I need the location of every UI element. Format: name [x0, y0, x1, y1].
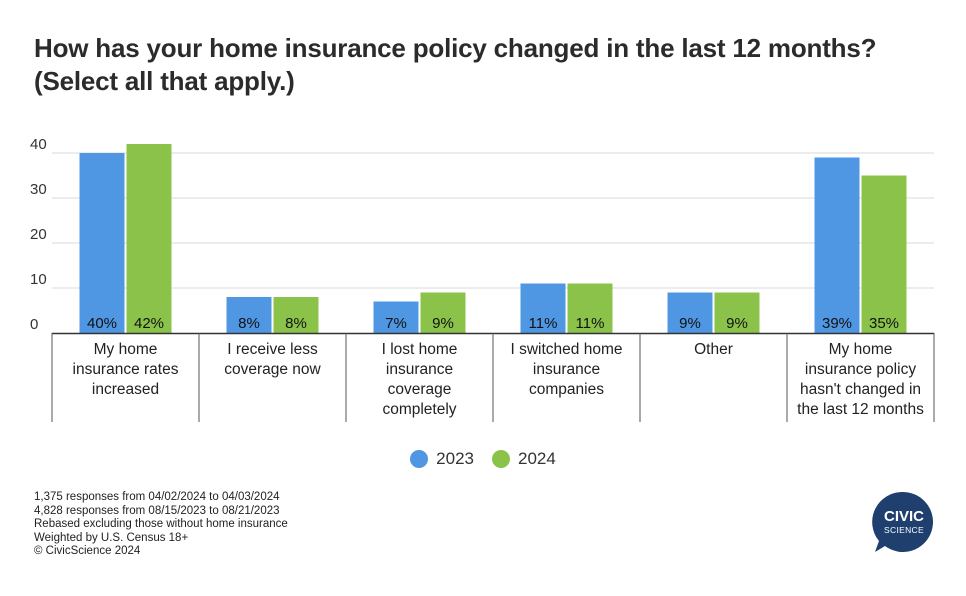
bar-2023 — [814, 157, 860, 333]
x-tick-label: I switched home insurance companies — [511, 341, 623, 398]
x-tick-label: Other — [694, 341, 733, 358]
data-label: 7% — [385, 315, 407, 332]
footnote-line: Rebased excluding those without home ins… — [34, 518, 288, 531]
bar-chart: 0 10 20 30 40 40% 8% 7% 11% 9% 39% 42% 8% 9% 11% 9% 35% M… — [30, 136, 935, 422]
legend-swatch-2023 — [410, 450, 429, 468]
footnote-line: 1,375 responses from 04/02/2024 to 04/03… — [34, 491, 280, 503]
x-tick-label: I lost home insurance coverage completely — [382, 341, 458, 418]
bar-2023 — [667, 292, 713, 333]
data-label: 39% — [822, 315, 852, 332]
x-tick-label: My home insurance rates increased — [73, 341, 179, 398]
data-label: 42% — [134, 315, 164, 332]
y-tick-label: 30 — [30, 181, 47, 198]
data-label: 11% — [576, 315, 605, 332]
data-label: 8% — [285, 315, 307, 332]
data-label: 9% — [726, 315, 748, 332]
footnote-line: Weighted by U.S. Census 18+ — [34, 531, 189, 544]
footnote-line: 4,828 responses from 08/15/2023 to 08/21… — [34, 504, 280, 517]
bar-2024 — [126, 144, 172, 333]
data-label: 11% — [529, 315, 558, 332]
bar-2023 — [79, 153, 125, 333]
y-tick-label: 20 — [30, 226, 47, 243]
data-label: 8% — [238, 315, 260, 332]
legend-label-2023: 2023 — [436, 449, 474, 468]
legend-item-2024[interactable]: 2024 — [492, 449, 556, 469]
logo-text-civic: CIVIC — [884, 508, 924, 525]
data-label: 9% — [432, 315, 454, 332]
chart-title: How has your home insurance policy chang… — [34, 33, 877, 96]
logo-text-science: SCIENCE — [884, 525, 924, 535]
footnotes: 1,375 responses from 04/02/2024 to 04/03… — [34, 491, 288, 559]
bar-2023 — [520, 283, 566, 333]
data-label: 9% — [679, 315, 701, 332]
speech-bubble-icon — [872, 491, 933, 552]
data-label: 35% — [869, 315, 899, 332]
legend-label-2024: 2024 — [518, 449, 556, 468]
legend-swatch-2024 — [492, 450, 510, 468]
legend-item-2023[interactable]: 2023 — [410, 449, 474, 469]
bar-2024 — [714, 292, 760, 333]
bar-2024 — [567, 283, 613, 333]
x-tick-label: My home insurance policy hasn't changed in… — [797, 341, 924, 418]
bar-2024 — [861, 175, 907, 333]
footnote-line: © CivicScience 2024 — [34, 545, 141, 558]
bar-2023 — [373, 301, 419, 333]
legend: 2023 2024 — [0, 449, 966, 469]
y-tick-label: 40 — [30, 136, 47, 153]
bar-2024 — [273, 297, 319, 333]
data-label: 40% — [87, 315, 117, 332]
y-tick-label: 0 — [30, 316, 38, 333]
civicscience-logo: CIVIC SCIENCE — [872, 491, 933, 552]
y-tick-label: 10 — [30, 271, 47, 288]
bar-2024 — [420, 292, 466, 333]
x-tick-label: I receive less coverage now — [224, 341, 321, 378]
bar-2023 — [226, 297, 272, 333]
